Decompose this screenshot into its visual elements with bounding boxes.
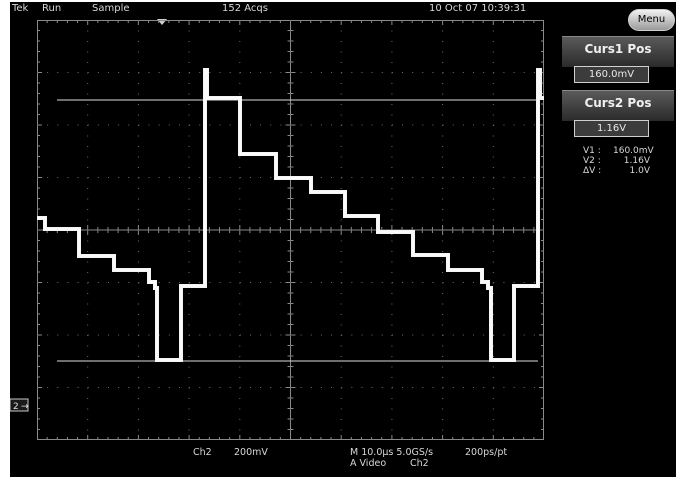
trigger-type: A Video [350, 458, 387, 469]
curs1-pos-title[interactable]: Curs1 Pos [562, 36, 674, 67]
volts-per-div: 200mV [234, 447, 268, 458]
curs2-pos-title[interactable]: Curs2 Pos [562, 90, 674, 121]
arrow-right-icon: → [21, 402, 29, 412]
run-state: Run [42, 3, 62, 14]
graticule [37, 20, 544, 440]
menu-button[interactable]: Menu [628, 9, 675, 31]
curs2-pos-value[interactable]: 1.16V [574, 120, 649, 137]
channel-2-marker-label: 2 [13, 402, 19, 412]
brand-label: Tek [12, 3, 29, 14]
channel-label: Ch2 [193, 447, 212, 458]
timebase-readout: M 10.0µs 5.0GS/s [350, 447, 434, 458]
record-resolution: 200ps/pt [465, 447, 508, 458]
waveform-edge-detail [37, 69, 544, 361]
oscilloscope-screen: Tek Run Sample 152 Acqs 10 Oct 07 10:39:… [10, 2, 676, 477]
acquisition-mode: Sample [92, 3, 130, 14]
trigger-position-marker [157, 19, 167, 25]
delta-v-label: ΔV : [583, 166, 602, 176]
v2-value: 1.16V [623, 156, 650, 166]
v1-value: 160.0mV [613, 146, 654, 156]
v1-label: V1 : [583, 146, 601, 156]
v2-label: V2 : [583, 156, 601, 166]
channel-2-marker[interactable]: 2 → [10, 398, 29, 412]
curs1-pos-value[interactable]: 160.0mV [574, 66, 649, 83]
delta-v-value: 1.0V [629, 166, 650, 176]
date-time: 10 Oct 07 10:39:31 [429, 3, 527, 14]
acquisition-count: 152 Acqs [222, 3, 268, 14]
trigger-source: Ch2 [410, 458, 429, 469]
